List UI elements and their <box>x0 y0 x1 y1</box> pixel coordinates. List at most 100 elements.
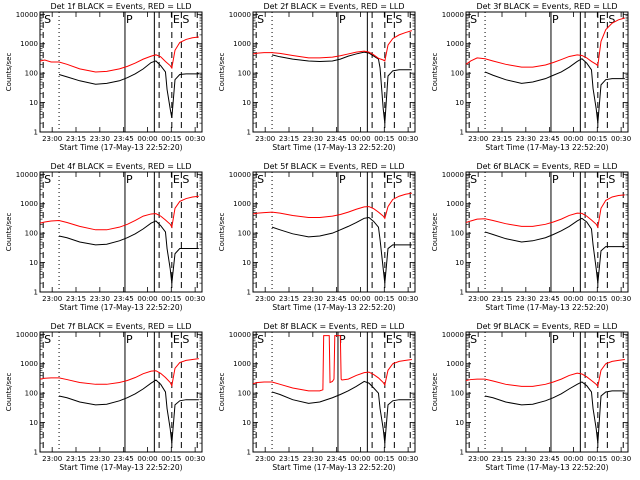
x-tick-label: 23:45 <box>327 295 347 303</box>
marker-label: S <box>395 173 402 186</box>
x-tick-label: 23:30 <box>303 295 323 303</box>
x-tick-label: 00:30 <box>398 295 418 303</box>
axes-frame <box>465 171 629 293</box>
x-tick-label: 00:00 <box>137 135 157 143</box>
marker-label: E <box>386 333 393 346</box>
y-tick-label: 100 <box>25 70 38 78</box>
panel-title: Det 5f BLACK = Events, RED = LLD <box>263 162 404 171</box>
marker-label: P <box>552 13 559 26</box>
x-tick-label: 23:00 <box>468 455 488 463</box>
marker-label: S <box>182 333 189 346</box>
marker-label: S <box>608 13 615 26</box>
marker-label: E <box>599 173 606 186</box>
x-tick-label: 00:15 <box>374 295 394 303</box>
y-tick-label: 1 <box>247 289 251 297</box>
series-events-line <box>484 217 625 284</box>
marker-label: P <box>126 173 133 186</box>
axes-frame <box>465 331 629 453</box>
x-tick-label: 23:00 <box>42 455 62 463</box>
x-tick-label: 23:15 <box>66 295 86 303</box>
y-tick-label: 1 <box>34 449 38 457</box>
y-tick-label: 100 <box>451 70 464 78</box>
x-axis-label: Start Time (17-May-13 22:52:20) <box>485 303 608 312</box>
x-axis-label: Start Time (17-May-13 22:52:20) <box>59 143 182 152</box>
x-tick-label: 00:00 <box>350 295 370 303</box>
x-tick-label: 00:00 <box>350 135 370 143</box>
y-tick-label: 100 <box>238 390 251 398</box>
x-tick-label: 00:30 <box>398 135 418 143</box>
x-tick-label: 23:45 <box>540 135 560 143</box>
x-axis-label: Start Time (17-May-13 22:52:20) <box>485 463 608 472</box>
x-tick-label: 00:30 <box>611 135 631 143</box>
x-tick-label: 23:15 <box>279 135 299 143</box>
y-tick-label: 10 <box>29 419 38 427</box>
x-tick-label: 00:00 <box>137 455 157 463</box>
marker-label: S <box>470 333 477 346</box>
panel-det-6f: Det 6f BLACK = Events, RED = LLD 1 10 100 10… <box>431 162 631 312</box>
y-tick-label: 1000 <box>20 360 38 368</box>
panel-title: Det 2f BLACK = Events, RED = LLD <box>263 2 404 11</box>
panel-det-1f: Det 1f BLACK = Events, RED = LLD 1 10 100 10… <box>5 2 205 152</box>
x-tick-label: 23:30 <box>90 455 110 463</box>
series-lld-line <box>252 30 412 62</box>
axes-frame <box>252 11 416 133</box>
panel-det-4f: Det 4f BLACK = Events, RED = LLD 1 10 100 10… <box>5 162 205 312</box>
axes-frame <box>39 11 203 133</box>
x-axis-label: Start Time (17-May-13 22:52:20) <box>485 143 608 152</box>
y-tick-label: 1000 <box>446 40 464 48</box>
y-tick-label: 10000 <box>442 11 464 19</box>
series-events-line <box>58 60 199 119</box>
y-tick-label: 10 <box>455 99 464 107</box>
y-axis-label: Counts/sec <box>431 373 439 412</box>
x-tick-label: 23:45 <box>114 455 134 463</box>
marker-label: E <box>173 333 180 346</box>
x-tick-label: 00:30 <box>185 455 205 463</box>
marker-label: S <box>257 333 264 346</box>
x-tick-label: 23:30 <box>516 135 536 143</box>
y-tick-label: 100 <box>451 390 464 398</box>
y-axis-label: Counts/sec <box>5 213 13 252</box>
y-tick-label: 100 <box>238 70 251 78</box>
marker-label: E <box>173 13 180 26</box>
panel-title: Det 6f BLACK = Events, RED = LLD <box>476 162 617 171</box>
x-tick-label: 00:30 <box>398 455 418 463</box>
y-tick-label: 1 <box>460 129 464 137</box>
y-tick-label: 1 <box>460 289 464 297</box>
axes-frame <box>252 171 416 293</box>
y-tick-label: 10000 <box>16 11 38 19</box>
x-tick-label: 23:45 <box>327 135 347 143</box>
y-axis-label: Counts/sec <box>431 213 439 252</box>
y-tick-label: 10 <box>242 99 251 107</box>
y-tick-label: 100 <box>451 230 464 238</box>
series-lld-line <box>465 358 625 388</box>
y-tick-label: 1 <box>34 129 38 137</box>
x-tick-label: 23:15 <box>66 135 86 143</box>
y-tick-label: 100 <box>238 230 251 238</box>
y-tick-label: 1 <box>247 129 251 137</box>
panel-title: Det 8f BLACK = Events, RED = LLD <box>263 322 404 331</box>
marker-label: P <box>339 173 346 186</box>
x-axis-label: Start Time (17-May-13 22:52:20) <box>59 463 182 472</box>
series-lld-line <box>39 195 199 231</box>
marker-label: E <box>173 173 180 186</box>
marker-label: S <box>257 173 264 186</box>
marker-label: S <box>257 13 264 26</box>
x-tick-label: 23:00 <box>42 135 62 143</box>
y-tick-label: 1000 <box>233 360 251 368</box>
x-tick-label: 23:15 <box>492 455 512 463</box>
y-tick-label: 1 <box>460 449 464 457</box>
axes-frame <box>39 171 203 293</box>
x-tick-label: 23:15 <box>492 135 512 143</box>
y-tick-label: 10000 <box>16 171 38 179</box>
y-axis-label: Counts/sec <box>5 53 13 92</box>
x-tick-label: 23:30 <box>303 135 323 143</box>
x-tick-label: 00:00 <box>563 455 583 463</box>
marker-label: P <box>126 333 133 346</box>
series-events-line <box>271 51 412 124</box>
panel-det-3f: Det 3f BLACK = Events, RED = LLD 1 10 100 10… <box>431 2 631 152</box>
x-tick-label: 00:15 <box>587 295 607 303</box>
x-tick-label: 00:15 <box>161 455 181 463</box>
series-lld-line <box>252 335 412 392</box>
